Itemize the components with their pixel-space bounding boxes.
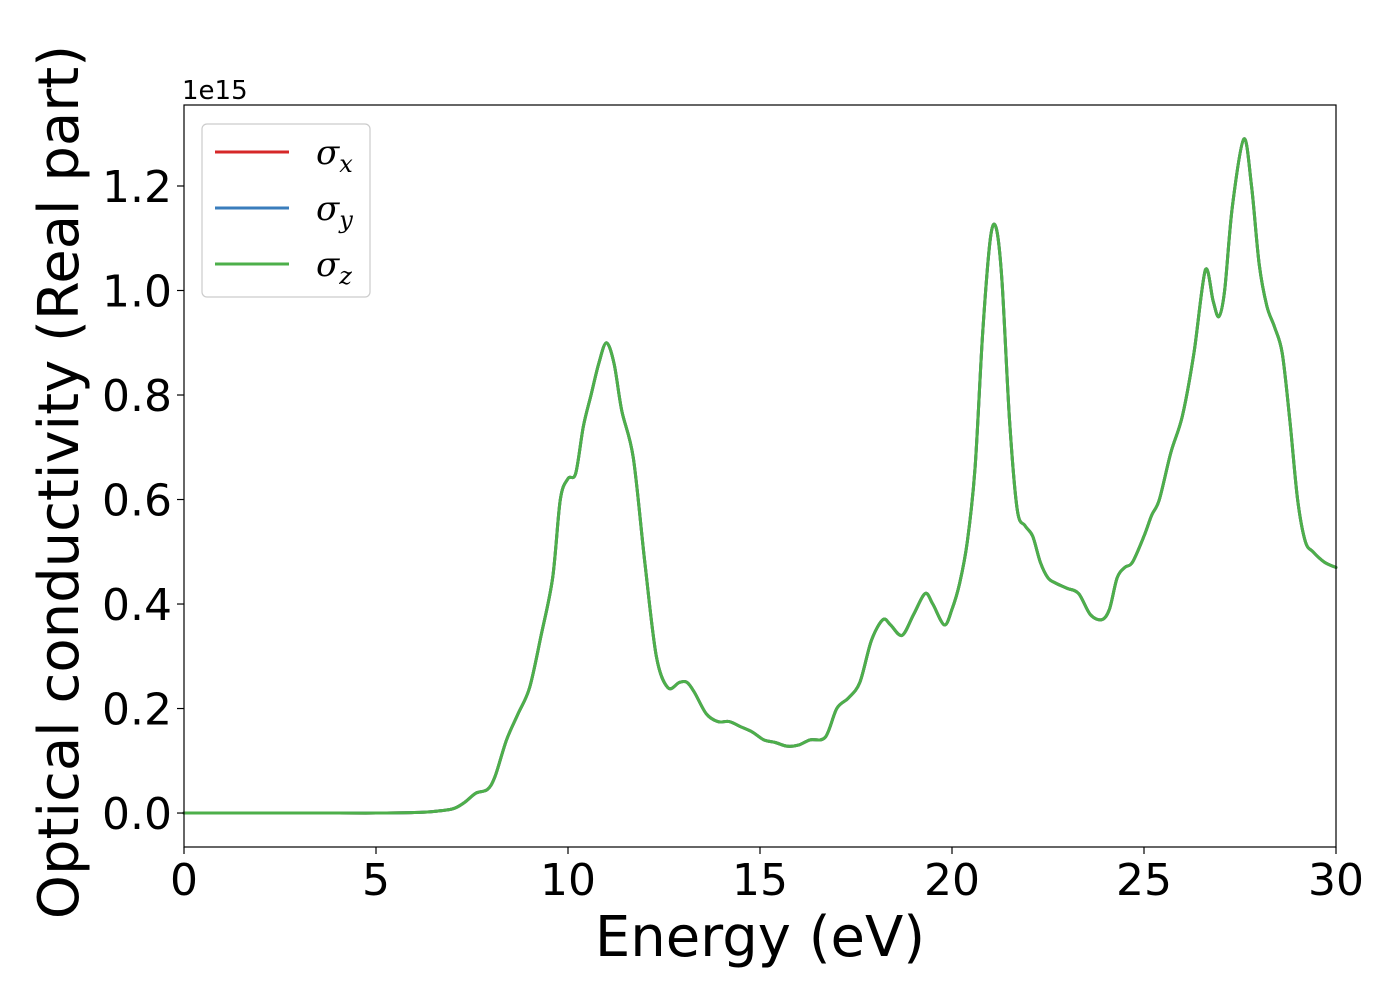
legend-symbol: σ [316,189,340,229]
legend-subscript: z [338,262,352,290]
x-tick-label: 10 [540,855,596,906]
legend-frame [201,123,371,298]
y-tick-label: 1.0 [102,267,172,318]
x-axis-title: Energy (eV) [595,905,925,970]
series-layer [182,137,1338,815]
legend-subscript: y [338,206,353,234]
series-line-sigma-z [182,137,1338,815]
x-tick-label: 0 [170,855,198,906]
x-tick-label: 30 [1308,855,1364,906]
y-tick-label: 0.4 [102,580,172,631]
legend-subscript: x [339,150,353,178]
legend-symbol: σ [316,245,340,285]
legend-label-sigma-y: σy [316,189,353,234]
y-axis-title: Optical conductivity (Real part) [27,45,92,919]
x-axis-ticks: 0 5 10 15 20 25 30 [170,847,1364,906]
y-offset-label: 1e15 [182,76,248,106]
y-tick-label: 0.6 [102,476,172,527]
x-tick-label: 5 [362,855,390,906]
y-tick-label: 0.2 [102,685,172,736]
y-tick-label: 0.0 [102,789,172,840]
legend-symbol: σ [316,133,340,173]
legend-label-sigma-x: σx [316,133,353,178]
x-tick-label: 25 [1116,855,1172,906]
legend-label-sigma-z: σz [316,245,352,290]
y-tick-label: 1.2 [102,162,172,213]
y-tick-label: 0.8 [102,371,172,422]
y-axis-ticks: 0.0 0.2 0.4 0.6 0.8 1.0 1.2 [102,162,184,840]
x-tick-label: 15 [732,855,788,906]
x-tick-label: 20 [924,855,980,906]
